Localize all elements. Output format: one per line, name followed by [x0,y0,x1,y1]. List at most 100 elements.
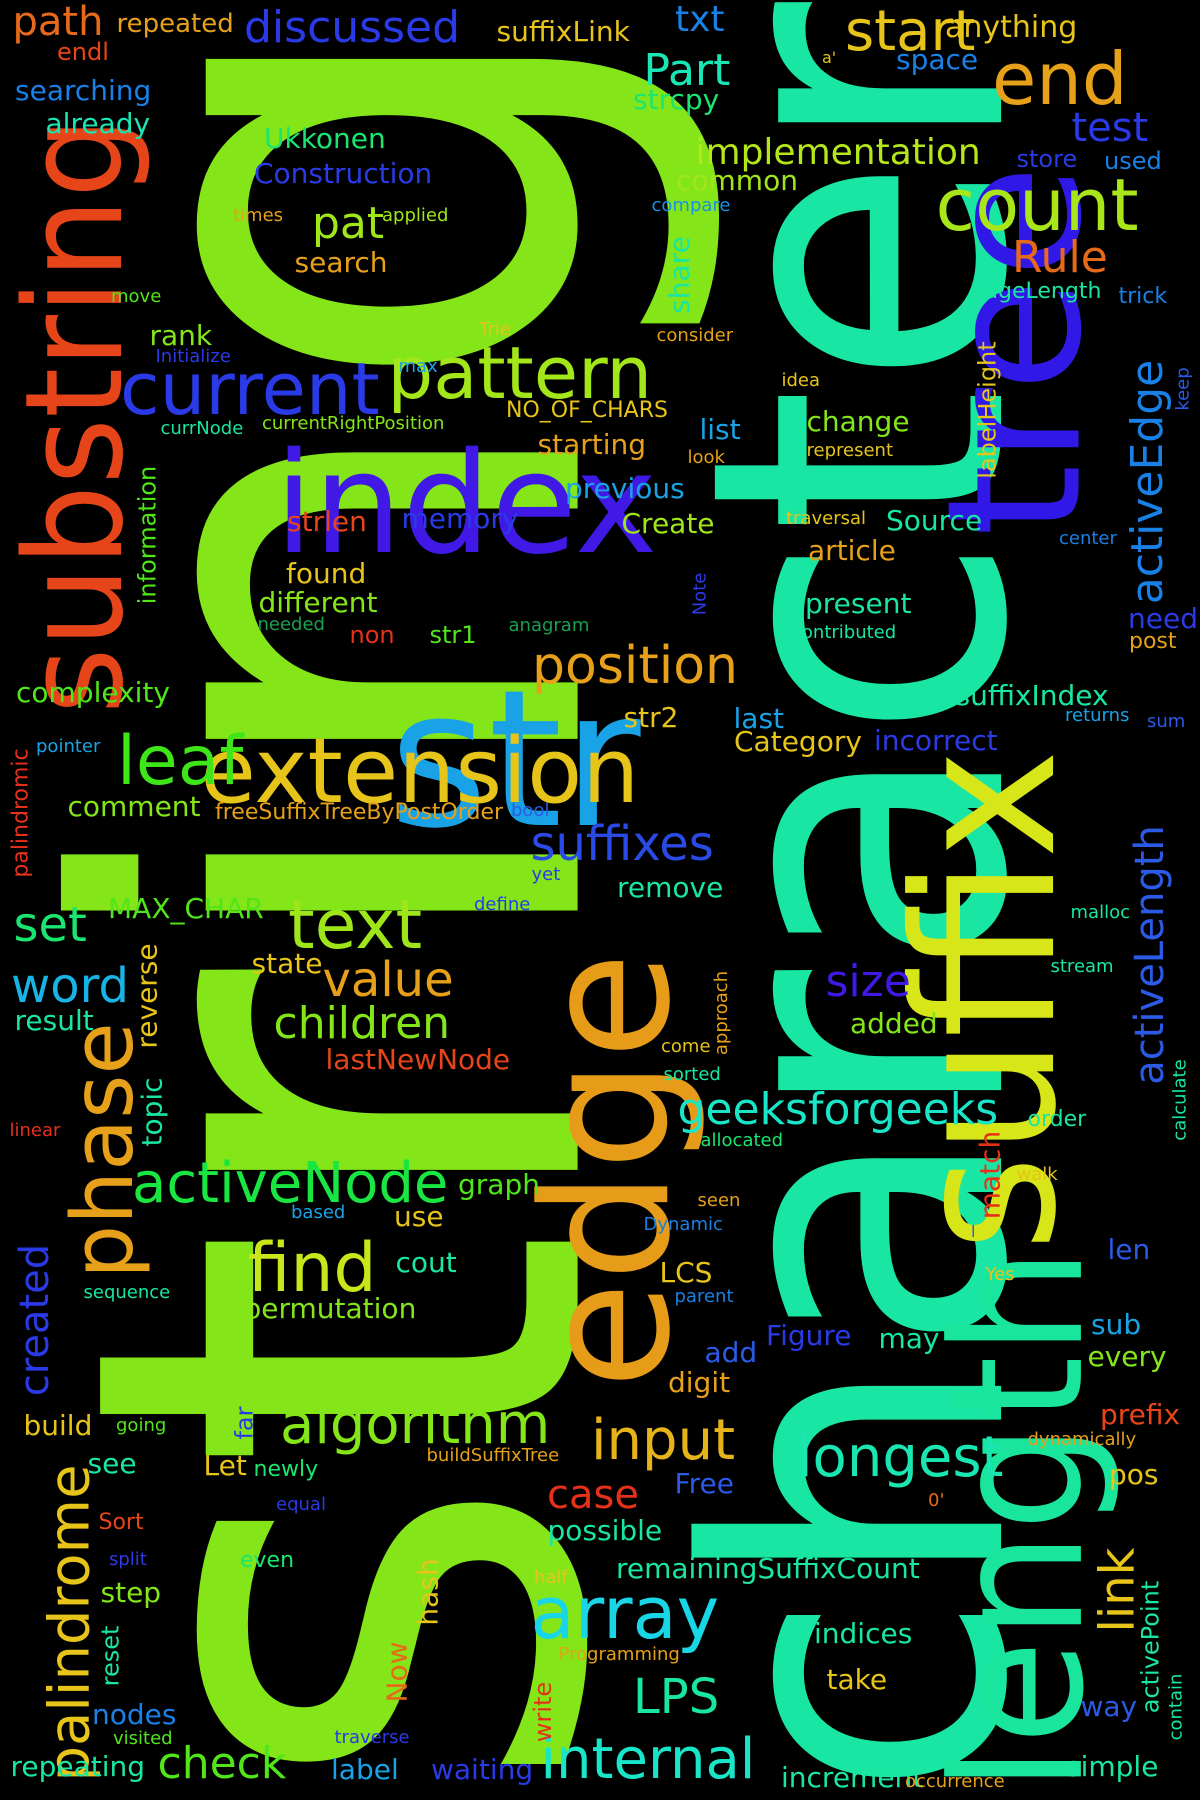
word-result: result [14,1004,94,1037]
word-end: end [992,37,1128,121]
word-match: match [972,1130,1006,1220]
word-applied: applied [382,205,449,226]
word-represent: represent [806,440,894,461]
word-list: list [699,413,741,446]
word-sequence: sequence [83,1282,171,1303]
word-hash: hash [411,1558,445,1626]
word-buildsuffixtree: buildSuffixTree [426,1445,560,1466]
word-way: way [1080,1690,1138,1723]
word-traversal: traversal [786,508,867,529]
word-current: current [120,347,380,431]
word-stream: stream [1050,956,1114,977]
word-nodes: nodes [92,1698,177,1731]
word-initialize: Initialize [155,346,231,367]
word-see: see [87,1447,137,1480]
word-write: write [529,1681,558,1743]
word-longest: longest [797,1425,1004,1490]
word-add: add [704,1336,758,1369]
word-allocated: allocated [700,1130,784,1151]
word-visited: visited [113,1728,173,1749]
word-label: label [331,1753,399,1786]
word-str: str [389,649,641,870]
word-approach: approach [711,970,733,1056]
word-dynamic: Dynamic [643,1214,723,1235]
word-pattern: pattern [387,331,653,415]
word-different: different [258,586,378,619]
word-suffixindex: suffixIndex [955,679,1109,712]
word-prefix: prefix [1100,1398,1181,1431]
word-suffixlink: suffixLink [496,15,630,48]
word-yet: yet [531,864,561,885]
word-activepoint: activePoint [1135,1580,1164,1714]
word-let: Let [203,1449,247,1482]
word-note: Note [688,572,710,616]
word-far: far [230,1406,259,1440]
word-comment: comment [67,790,201,823]
word-implementation: implementation [695,132,981,173]
word-discussed: discussed [244,2,461,53]
word-contain: contain [1164,1673,1186,1741]
word-searching: searching [15,74,152,107]
word-currnode: currNode [160,418,244,439]
word-digit: digit [668,1366,731,1399]
word-starting: starting [537,428,647,461]
word-str2: str2 [623,701,679,734]
word-possible: possible [547,1514,663,1547]
word-created: created [12,1243,59,1397]
word-check: check [157,1738,287,1789]
word-common: common [676,164,798,197]
word-anagram: anagram [508,615,590,636]
word-word: word [11,958,129,1014]
word-extension: extension [200,719,640,824]
word-max: max [398,356,438,377]
word-information: information [132,465,161,605]
word-palindrome: palindrome [37,1464,103,1782]
word-bool: bool [511,800,550,821]
word-store: store [1016,145,1078,173]
word-str1: str1 [429,621,477,649]
word-a: a' [822,48,837,67]
word-txt: txt [675,0,725,40]
word-every: every [1087,1340,1167,1373]
word-space: space [896,43,979,76]
word-complexity: complexity [16,676,170,709]
word-sort: Sort [98,1510,144,1535]
word-malloc: malloc [1070,902,1130,923]
word-anything: anything [945,10,1078,45]
word-may: may [878,1322,940,1355]
word-index: index [274,423,658,586]
word-used: used [1104,147,1162,175]
word-lcs: LCS [659,1256,713,1289]
word-going: going [116,1415,167,1436]
word-max-char: MAX_CHAR [108,892,264,925]
word-keep: keep [1172,367,1194,411]
word-non: non [349,621,395,649]
word-set: set [13,897,87,953]
word-figure: Figure [766,1319,852,1352]
word-use: use [394,1200,444,1233]
word-now: Now [379,1641,413,1703]
word-need: need [1128,602,1198,635]
word-activenode: activeNode [132,1151,449,1216]
word-len: len [1107,1233,1151,1266]
word-lps: LPS [633,1669,720,1725]
word-move: move [111,286,162,307]
word-idea: idea [781,370,821,391]
word-last: last [733,702,785,735]
word-link: link [1088,1547,1145,1633]
word-search: search [294,246,388,279]
word-come: come [661,1036,711,1057]
word-pos: pos [1109,1458,1159,1491]
word-strlen: strlen [287,505,367,538]
word-sub: sub [1091,1308,1142,1341]
word-equal: equal [276,1494,326,1515]
word-state: state [251,947,323,980]
word-article: article [808,534,896,567]
word-free: Free [674,1467,734,1500]
word-newly: newly [253,1457,319,1482]
word-compare: compare [651,195,731,216]
word-sum: sum [1147,711,1186,732]
word-order: order [1027,1107,1087,1132]
word-needed: needed [257,614,325,635]
